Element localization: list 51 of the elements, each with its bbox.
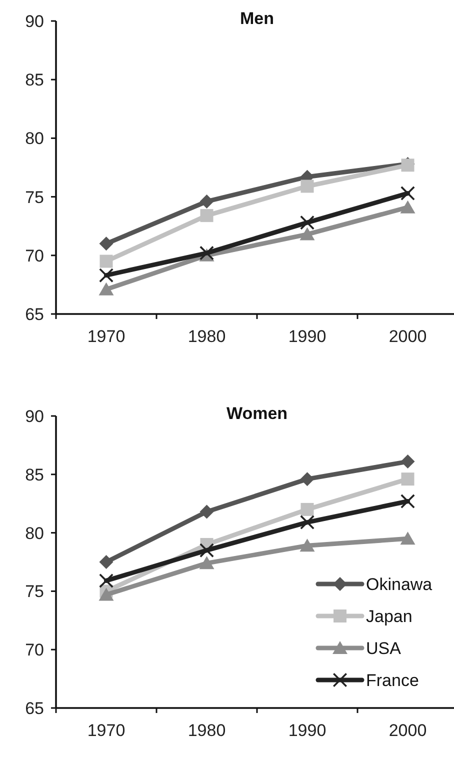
point — [400, 532, 416, 545]
point — [200, 543, 214, 558]
y-tick-label: 85 — [25, 70, 44, 90]
x-tick-label: 1980 — [188, 327, 226, 346]
y-tick-label: 90 — [25, 12, 44, 31]
point — [300, 227, 315, 240]
legend-label: Okinawa — [366, 574, 433, 594]
point — [100, 254, 113, 268]
point — [98, 588, 114, 601]
legend-label: Japan — [366, 606, 412, 626]
point — [300, 515, 314, 530]
chart-title: Women — [226, 404, 288, 423]
point — [200, 209, 214, 222]
legend-label: USA — [366, 638, 402, 658]
point — [200, 504, 214, 519]
point — [300, 502, 314, 516]
point — [400, 200, 416, 214]
point — [98, 282, 114, 296]
point — [400, 186, 415, 200]
point — [300, 538, 315, 552]
x-tick-label: 2000 — [388, 327, 427, 346]
x-tick-label: 2000 — [388, 721, 427, 740]
point — [300, 216, 314, 230]
y-tick-label: 70 — [25, 246, 44, 266]
point — [300, 472, 314, 486]
x-tick-label: 1970 — [87, 721, 126, 740]
point — [200, 194, 214, 208]
y-tick-label: 75 — [25, 582, 44, 602]
y-tick-label: 80 — [25, 524, 44, 543]
y-tick-label: 80 — [25, 129, 44, 148]
point — [99, 574, 114, 588]
point — [99, 236, 114, 251]
y-tick-label: 65 — [25, 304, 44, 324]
x-tick-label: 1990 — [288, 327, 326, 346]
y-tick-label: 90 — [25, 406, 44, 426]
point — [400, 454, 415, 469]
point — [99, 268, 114, 282]
y-tick-label: 65 — [25, 698, 44, 718]
y-tick-label: 85 — [25, 465, 44, 484]
y-tick-label: 75 — [25, 188, 44, 207]
point — [99, 555, 114, 569]
legend-label: France — [366, 670, 419, 690]
point — [300, 180, 314, 193]
x-tick-label: 1980 — [188, 721, 226, 740]
x-tick-label: 1990 — [288, 721, 326, 740]
x-tick-label: 1970 — [87, 327, 126, 346]
point — [401, 472, 414, 486]
point — [199, 556, 214, 570]
point — [400, 494, 415, 508]
chart-title: Men — [240, 9, 274, 28]
y-tick-label: 70 — [25, 640, 44, 660]
